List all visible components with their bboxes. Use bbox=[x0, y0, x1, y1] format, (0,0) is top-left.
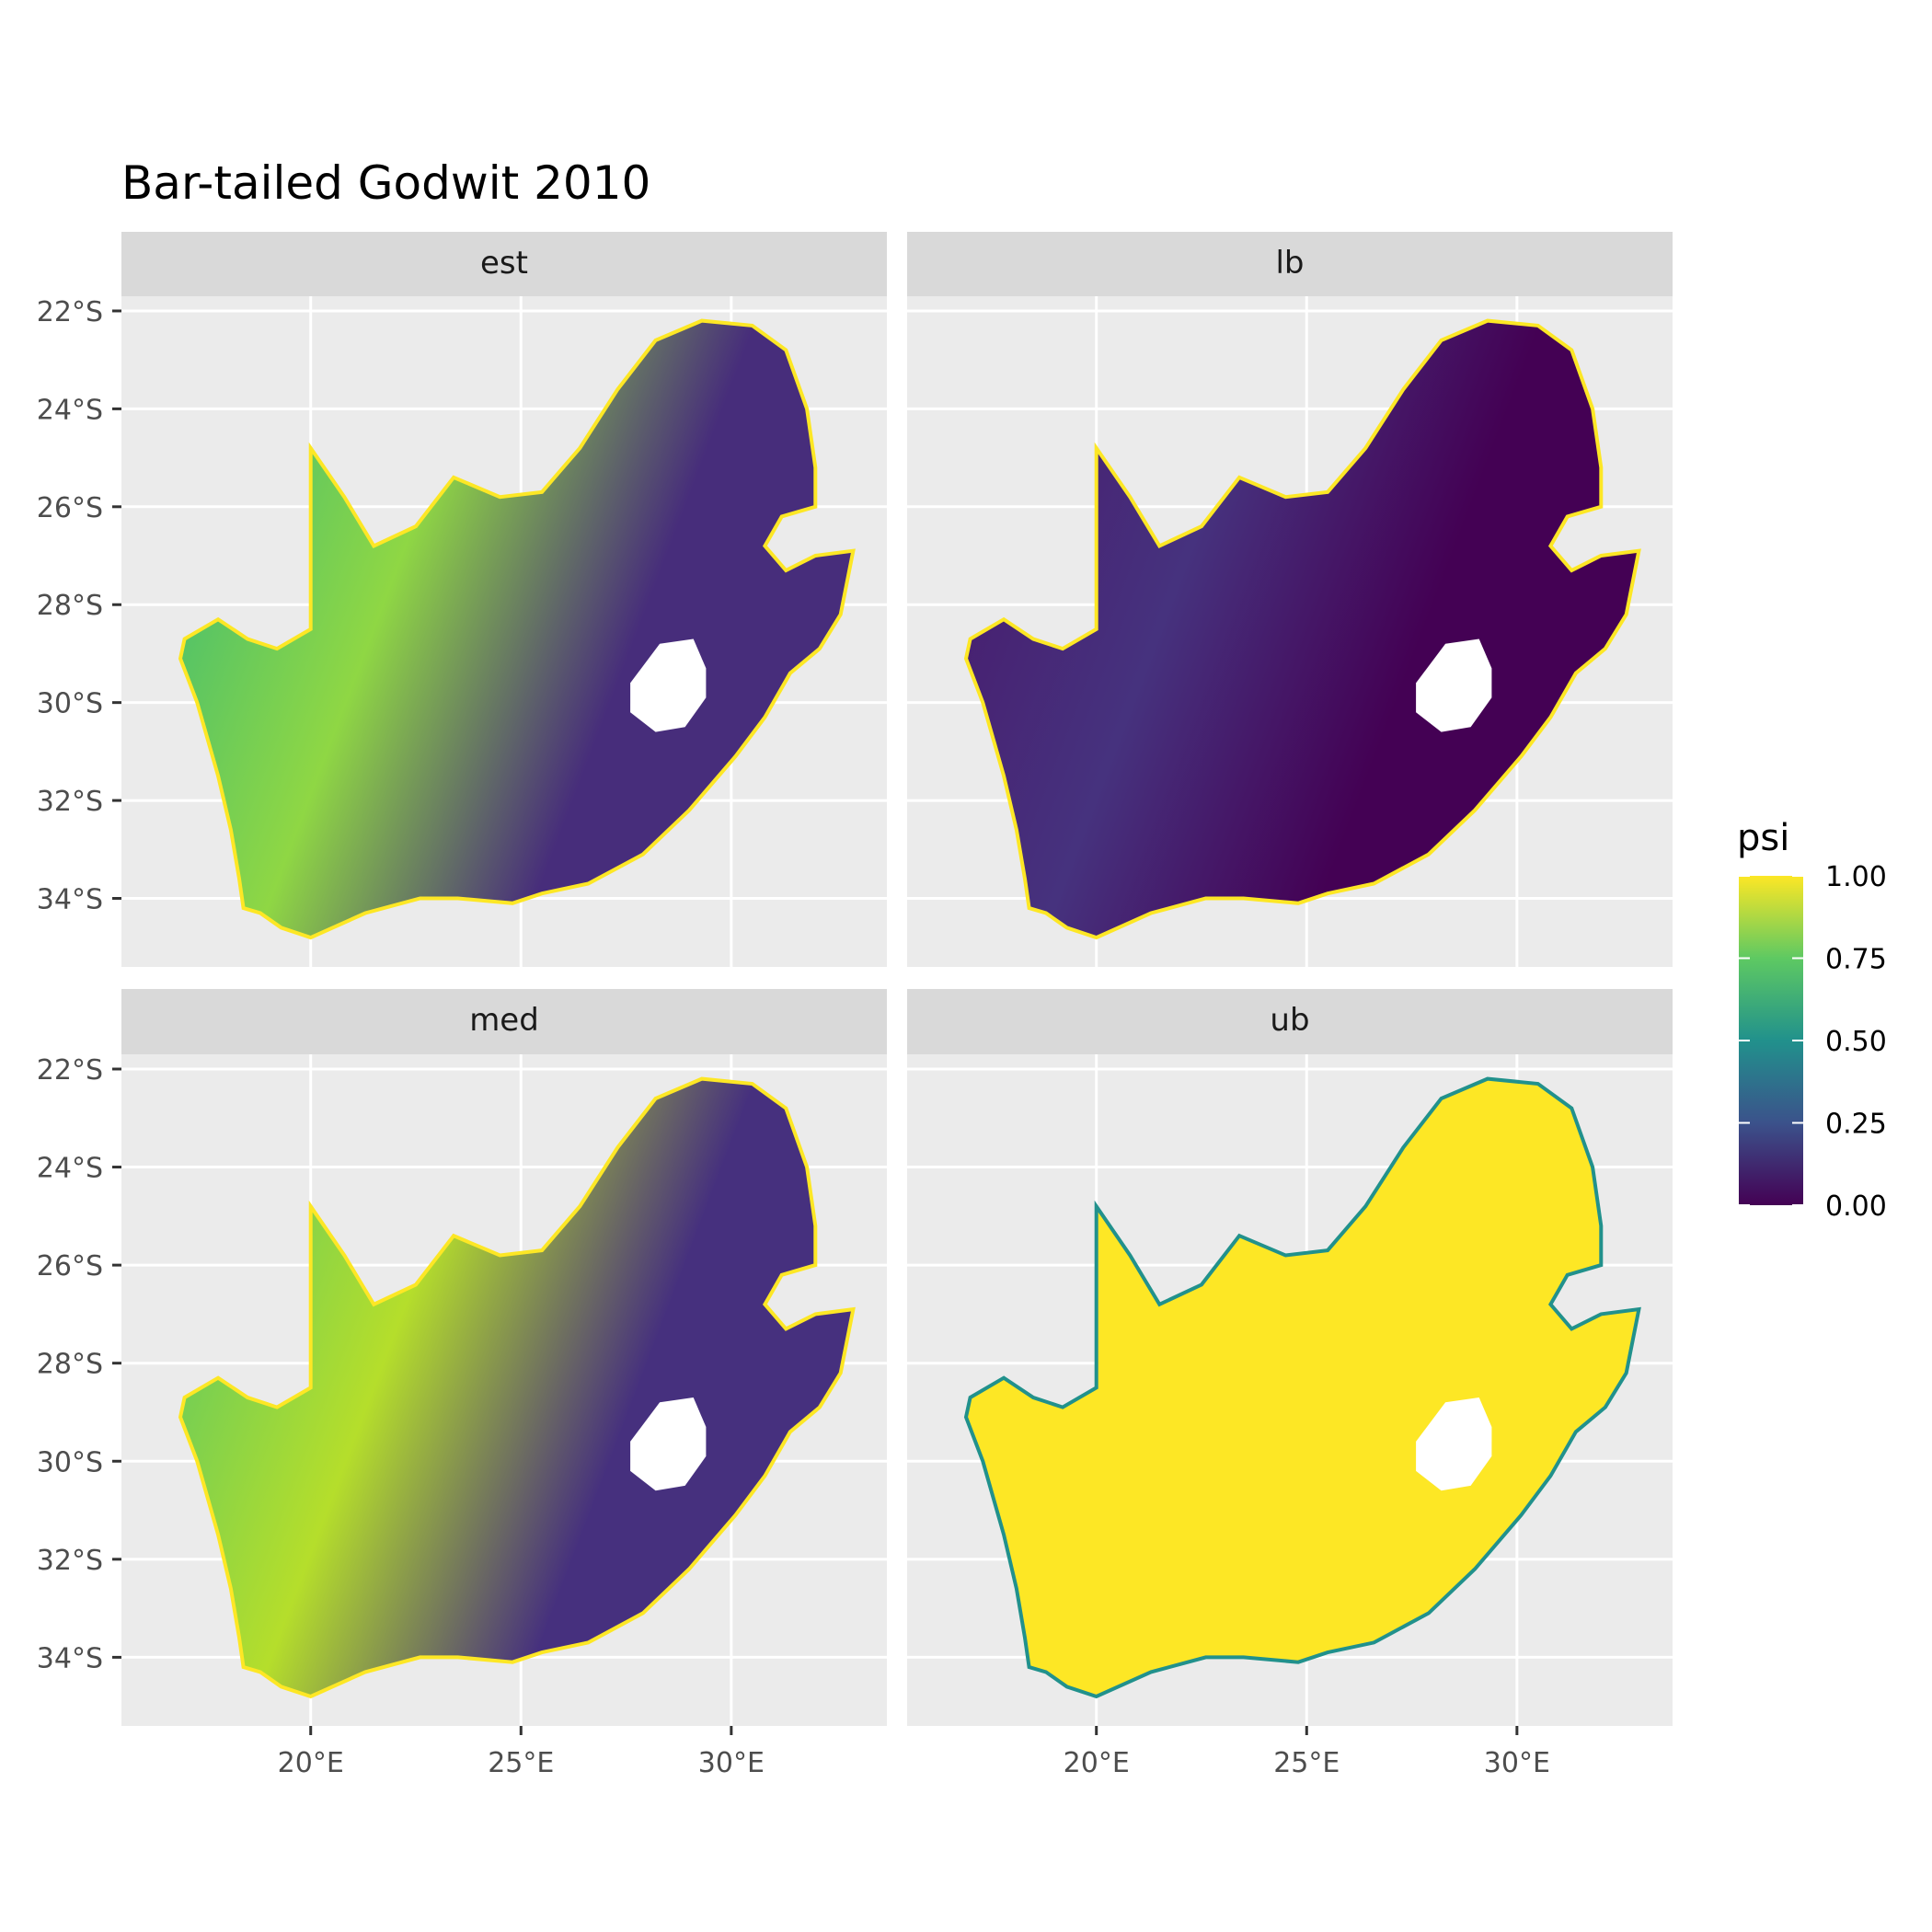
lesotho-hole-med bbox=[630, 1397, 707, 1491]
x-tick-label: 30°E bbox=[1484, 1747, 1550, 1779]
facet-panels: est lb med ub bbox=[121, 232, 1673, 1726]
y-tick-label: 34°S bbox=[37, 884, 103, 916]
facet-strip-est bbox=[121, 232, 887, 296]
facet-strip-label-med: med bbox=[469, 1002, 539, 1039]
y-axis-top-row: 22°S 24°S 26°S 28°S 30°S 32°S 34°S bbox=[37, 296, 121, 916]
legend-label: 0.25 bbox=[1825, 1109, 1887, 1141]
y-tick-label: 32°S bbox=[37, 1545, 103, 1577]
facet-strip-label-ub: ub bbox=[1270, 1002, 1309, 1039]
lesotho-hole-lb bbox=[1416, 638, 1492, 732]
lesotho-hole-est bbox=[630, 638, 707, 732]
y-tick-label: 30°S bbox=[37, 688, 103, 720]
legend-title: psi bbox=[1737, 817, 1789, 859]
facet-strip-lb bbox=[907, 232, 1673, 296]
facet-strip-ub bbox=[907, 989, 1673, 1054]
facet-panel-ub: ub bbox=[907, 989, 1673, 1726]
occupancy-map-med bbox=[178, 1076, 856, 1699]
occupancy-map-lb bbox=[963, 318, 1641, 940]
y-tick-label: 26°S bbox=[37, 1250, 103, 1282]
y-tick-label: 24°S bbox=[37, 394, 103, 426]
y-tick-label: 34°S bbox=[37, 1642, 103, 1674]
y-tick-label: 28°S bbox=[37, 1349, 103, 1381]
y-axis-bottom-row: 22°S 24°S 26°S 28°S 30°S 32°S 34°S bbox=[37, 1054, 121, 1674]
occupancy-map-est bbox=[178, 318, 856, 940]
legend-label: 0.50 bbox=[1825, 1026, 1887, 1058]
x-tick-label: 25°E bbox=[1273, 1747, 1340, 1779]
chart-title: Bar-tailed Godwit 2010 bbox=[121, 156, 650, 210]
occupancy-map-ub bbox=[963, 1076, 1641, 1699]
facet-strip-label-lb: lb bbox=[1275, 245, 1304, 282]
lesotho-hole-ub bbox=[1416, 1397, 1492, 1491]
legend-label: 1.00 bbox=[1825, 861, 1887, 893]
y-tick-label: 22°S bbox=[37, 296, 103, 328]
y-tick-label: 24°S bbox=[37, 1153, 103, 1185]
color-legend: psi 1.00 0.75 0.50 0.25 0.00 bbox=[1737, 817, 1887, 1223]
y-tick-label: 22°S bbox=[37, 1054, 103, 1087]
legend-label: 0.00 bbox=[1825, 1190, 1887, 1223]
y-tick-label: 30°S bbox=[37, 1446, 103, 1478]
y-tick-label: 26°S bbox=[37, 492, 103, 524]
facet-panel-lb: lb bbox=[907, 232, 1673, 967]
x-axis-right-column: 20°E 25°E 30°E bbox=[1064, 1726, 1550, 1779]
y-tick-label: 32°S bbox=[37, 786, 103, 818]
legend-ticks: 1.00 0.75 0.50 0.25 0.00 bbox=[1739, 861, 1887, 1223]
x-tick-label: 30°E bbox=[698, 1747, 765, 1779]
facet-strip-label-est: est bbox=[480, 245, 528, 282]
legend-label: 0.75 bbox=[1825, 944, 1887, 976]
x-tick-label: 25°E bbox=[488, 1747, 554, 1779]
x-tick-label: 20°E bbox=[278, 1747, 344, 1779]
facet-panel-est: est bbox=[121, 232, 887, 967]
x-axis-left-column: 20°E 25°E 30°E bbox=[278, 1726, 765, 1779]
facet-panel-med: med bbox=[121, 989, 887, 1726]
y-tick-label: 28°S bbox=[37, 590, 103, 622]
facet-strip-med bbox=[121, 989, 887, 1054]
x-tick-label: 20°E bbox=[1064, 1747, 1130, 1779]
